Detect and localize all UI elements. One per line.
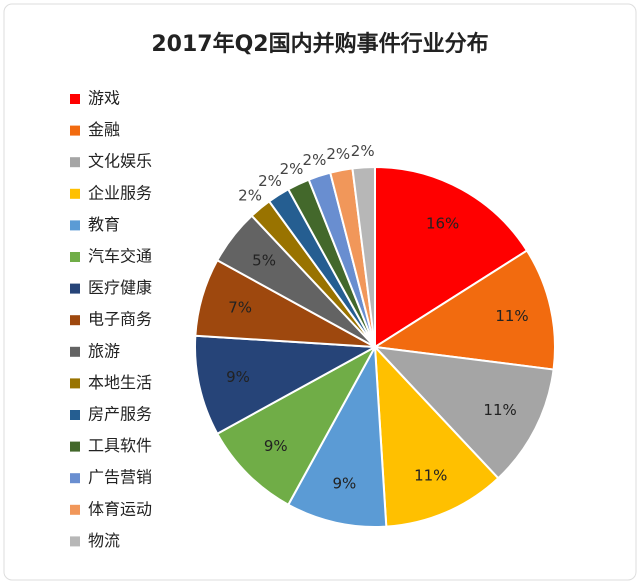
- legend-swatch: [70, 188, 80, 199]
- legend-label: 金融: [88, 120, 120, 139]
- legend-label: 文化娱乐: [88, 152, 152, 171]
- legend-swatch: [70, 473, 80, 484]
- legend-swatch: [70, 410, 80, 420]
- data-label: 11%: [495, 307, 528, 325]
- legend-label: 游戏: [88, 89, 120, 108]
- legend-label: 教育: [88, 215, 120, 234]
- legend-label: 电子商务: [88, 310, 152, 329]
- legend-swatch: [70, 283, 80, 294]
- pie-slice: [373, 344, 500, 528]
- legend-label: 物流: [88, 531, 120, 550]
- legend-label: 本地生活: [88, 373, 152, 392]
- legend-label: 医疗健康: [88, 278, 152, 297]
- data-label: 2%: [303, 151, 327, 169]
- data-label: 5%: [252, 251, 276, 269]
- chart-title: 2017年Q2国内并购事件行业分布: [151, 31, 488, 57]
- legend-label: 房产服务: [88, 405, 152, 424]
- pie-slice: [372, 345, 555, 480]
- legend-label: 体育运动: [88, 499, 152, 518]
- pie-slice: [351, 165, 376, 348]
- legend-swatch: [70, 125, 80, 136]
- data-label: 2%: [238, 186, 262, 204]
- legend-swatch: [70, 157, 80, 168]
- pie-slice: [194, 334, 379, 436]
- data-label: 9%: [226, 368, 250, 386]
- data-label: 9%: [264, 437, 288, 455]
- legend-swatch: [70, 441, 80, 452]
- data-label: 2%: [280, 160, 304, 178]
- pie-slice: [286, 343, 388, 528]
- legend-swatch: [70, 220, 80, 231]
- legend-swatch: [70, 94, 80, 104]
- data-label: 2%: [326, 145, 350, 163]
- data-label: 2%: [258, 172, 282, 190]
- legend-swatch: [70, 315, 80, 326]
- legend-swatch: [70, 504, 80, 515]
- data-label: 11%: [483, 401, 516, 419]
- legend-label: 旅游: [88, 341, 120, 360]
- pie-slice: [372, 249, 556, 371]
- data-label: 2%: [351, 142, 375, 160]
- data-label: 11%: [414, 466, 447, 484]
- legend-label: 企业服务: [88, 183, 152, 202]
- legend-swatch: [70, 378, 80, 389]
- legend-swatch: [70, 252, 80, 262]
- legend-swatch: [70, 346, 80, 357]
- legend-label: 工具软件: [88, 436, 152, 455]
- data-label: 7%: [228, 298, 252, 316]
- pie-slice: [374, 165, 529, 349]
- legend-swatch: [70, 536, 80, 547]
- legend-label: 汽车交通: [88, 247, 152, 266]
- legend-label: 广告营销: [88, 468, 152, 487]
- pie-slice: [215, 344, 378, 507]
- data-label: 16%: [426, 214, 459, 232]
- data-label: 9%: [332, 475, 356, 493]
